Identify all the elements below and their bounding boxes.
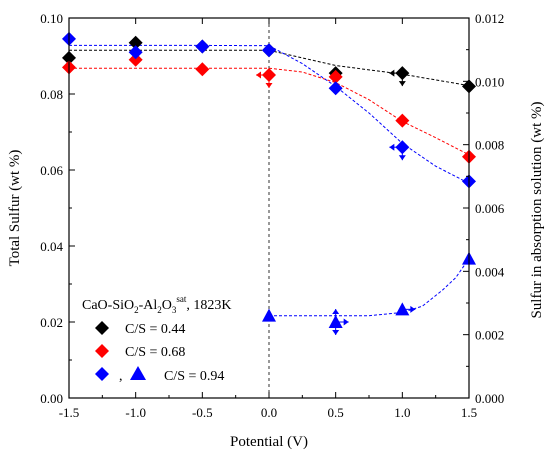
legend-title-h: , 1823K: [186, 298, 231, 313]
legend-title-b: 2: [134, 305, 139, 315]
annotation-arrows: [256, 69, 416, 335]
y2-tick-label: 0.006: [475, 201, 505, 216]
x-tick-label: 1.0: [394, 405, 410, 420]
annotation-arrow-head: [256, 71, 261, 79]
y-tick-label: 0.04: [40, 239, 63, 254]
legend-comma: ,: [119, 369, 123, 384]
legend-title-e: O: [162, 298, 172, 313]
legend-title-g: sat: [176, 294, 186, 304]
fit-line-1: [69, 67, 469, 156]
y2-axis-label: Sulfur in absorption solution (wt %): [529, 101, 545, 318]
legend-title: CaO-SiO2-Al2O3sat, 1823K: [82, 294, 232, 315]
data-point-series-1: [195, 62, 210, 77]
legend-entry-1: C/S = 0.44: [125, 322, 185, 337]
x-tick-label: 0.0: [261, 405, 277, 420]
y-tick-label: 0.06: [40, 163, 63, 178]
annotation-arrow-head: [332, 330, 340, 335]
annotation-arrow-head: [265, 83, 273, 88]
annotation-arrow-head: [389, 69, 395, 77]
y-tick-label: 0.10: [40, 11, 63, 26]
data-point-series-2: [328, 81, 343, 96]
y2-tick-label: 0.002: [475, 328, 504, 343]
data-point-series-1: [328, 69, 343, 84]
annotation-arrow-head: [332, 309, 340, 314]
y2-tick-label: 0.012: [475, 11, 504, 26]
axes: -1.5 -1.0 -0.5 0.0 0.5 1.0 1.5 0.00 0.02 0.04 0.06…: [40, 11, 505, 420]
x-tick-label: -1.0: [125, 405, 146, 420]
fit-line-2: [69, 44, 469, 184]
x-tick-label: -1.5: [59, 405, 80, 420]
annotation-arrow-head: [398, 81, 406, 87]
y2-tick-label: 0.008: [475, 138, 504, 153]
annotation-arrow-head: [389, 143, 395, 151]
y-axis-label: Total Sulfur (wt %): [7, 150, 23, 267]
x-axis-label: Potential (V): [230, 434, 308, 450]
y-tick-label: 0.02: [40, 315, 63, 330]
y2-tick-label: 0.004: [475, 264, 505, 279]
legend-title-c: -Al: [139, 298, 158, 313]
legend-entry-3: C/S = 0.94: [164, 369, 224, 384]
legend-marker-blue-diamond: [95, 367, 109, 381]
data-point-series-2: [195, 39, 210, 54]
x-tick-label: -0.5: [192, 405, 213, 420]
annotation-arrow-head: [343, 318, 349, 326]
legend-title-f: 3: [172, 305, 177, 315]
y2-tick-label: 0.010: [475, 74, 504, 89]
legend-title-a: CaO-SiO: [82, 298, 134, 313]
legend: CaO-SiO2-Al2O3sat, 1823K C/S = 0.44 C/S …: [82, 294, 232, 384]
y-tick-label: 0.00: [40, 391, 63, 406]
legend-title-d: 2: [157, 305, 162, 315]
legend-marker-blue-triangle: [130, 366, 146, 380]
x-tick-label: 1.5: [461, 405, 477, 420]
y2-tick-label: 0.000: [475, 391, 504, 406]
data-point-series-1: [128, 52, 143, 67]
legend-marker-red-diamond: [95, 344, 109, 358]
data-point-series-2: [262, 43, 276, 58]
data-point-series-0: [128, 35, 143, 50]
data-point-series-2: [128, 45, 143, 60]
legend-entry-2: C/S = 0.68: [125, 345, 185, 360]
annotation-arrow-head: [410, 305, 416, 313]
data-point-series-1: [395, 113, 410, 128]
legend-marker-black-diamond: [95, 321, 109, 335]
y-tick-label: 0.08: [40, 87, 63, 102]
x-tick-label: 0.5: [328, 405, 344, 420]
annotation-arrow-head: [398, 155, 406, 161]
fit-line-3: [269, 258, 469, 317]
data-point-series-3: [262, 308, 276, 322]
